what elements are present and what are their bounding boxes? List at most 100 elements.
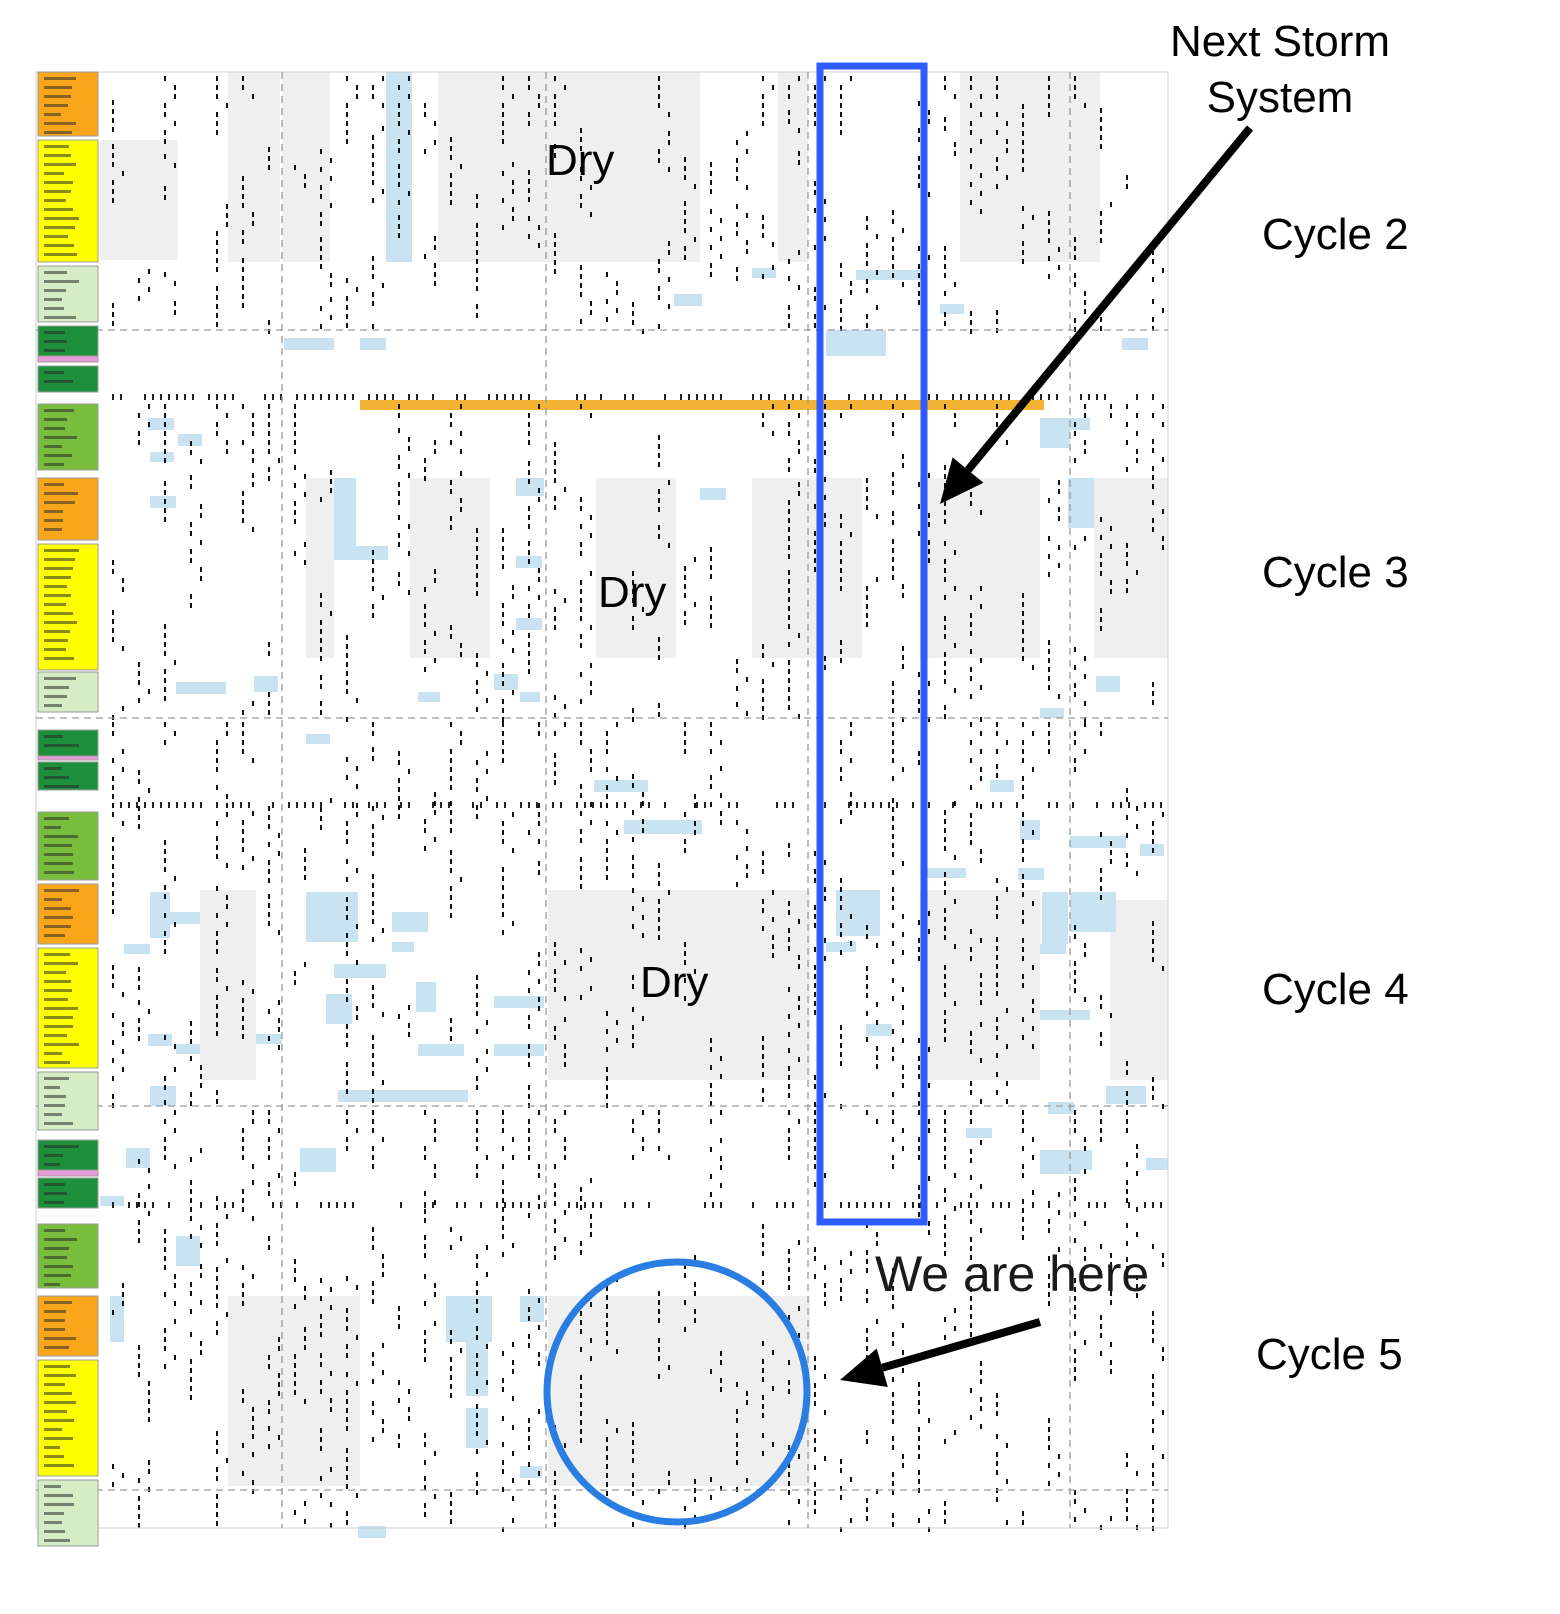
tick-mark [970,631,972,636]
tick-mark [606,857,608,862]
tick-mark [372,910,374,915]
tick-mark [502,731,504,736]
tick-mark [424,467,426,472]
tick-mark [814,1500,816,1505]
tick-mark [892,825,894,830]
tick-mark [1074,731,1076,736]
tick-mark [944,917,946,922]
tick-mark [564,487,566,492]
tick-mark [304,394,306,400]
tick-mark [450,1027,452,1032]
tick-mark [174,876,176,881]
tick-mark [502,1128,504,1133]
tick-mark [624,1202,626,1208]
tick-mark [1022,1226,1024,1231]
tick-mark [980,191,982,196]
tick-mark [434,658,436,663]
tick-mark [408,1416,410,1421]
tick-mark [1100,571,1102,576]
tick-mark [408,551,410,556]
tick-mark [952,394,954,400]
tick-mark [112,109,114,114]
tick-mark [814,94,816,99]
tick-mark [112,569,114,574]
tick-mark [1048,649,1050,654]
tick-mark [976,802,978,808]
tick-mark [1126,422,1128,427]
tick-mark [788,1315,790,1320]
tick-mark [1074,934,1076,939]
tick-mark [432,1202,434,1208]
tick-mark [970,740,972,745]
tick-mark [840,559,842,564]
tick-mark [450,785,452,790]
tick-mark [850,1477,852,1482]
tick-mark [372,1281,374,1286]
tick-mark [278,1018,280,1023]
tick-mark [1100,1128,1102,1133]
tick-mark [918,300,920,305]
tick-mark [580,966,582,971]
tick-mark [346,689,348,694]
tick-mark [788,314,790,319]
tick-mark [1048,1274,1050,1279]
tick-mark [840,308,842,313]
tick-mark [216,240,218,245]
legend-text-line [44,1043,79,1046]
tick-mark [632,1482,634,1487]
tick-mark [242,710,244,715]
tick-mark [840,1043,842,1048]
tick-mark [866,1430,868,1435]
tick-mark [1022,740,1024,745]
tick-mark [996,413,998,418]
tick-mark [970,76,972,81]
tick-mark [486,751,488,756]
tick-mark [824,1283,826,1288]
tick-mark [606,1331,608,1336]
tick-mark [944,595,946,600]
tick-mark [528,988,530,993]
tick-mark [320,167,322,172]
tick-mark [944,661,946,666]
tick-mark [112,321,114,326]
tick-mark [642,828,644,833]
tick-mark [216,422,218,427]
tick-mark [762,413,764,418]
tick-mark [164,913,166,918]
tick-mark [996,422,998,427]
tick-mark [892,1392,894,1397]
tick-mark [762,908,764,913]
tick-mark [352,802,354,808]
tick-mark [252,212,254,217]
rain-patch [418,1044,464,1056]
tick-mark [864,1202,866,1208]
tick-mark [1084,1169,1086,1174]
legend-text-line [44,1485,61,1488]
legend-text-line [44,371,64,374]
tick-mark [538,595,540,600]
tick-mark [160,394,162,400]
tick-mark [944,126,946,131]
tick-mark [304,1286,306,1291]
tick-mark [216,749,218,754]
tick-mark [788,259,790,264]
rain-patch [178,434,202,446]
tick-mark [252,811,254,816]
tick-mark [798,413,800,418]
tick-mark [320,1314,322,1319]
tick-mark [226,731,228,736]
tick-mark [658,507,660,512]
tick-mark [294,165,296,170]
tick-mark [278,851,280,856]
tick-mark [918,690,920,695]
tick-mark [720,1202,722,1208]
tick-mark [216,1267,218,1272]
tick-mark [762,926,764,931]
tick-mark [512,812,514,817]
tick-mark [502,894,504,899]
tick-mark [226,213,228,218]
tick-mark [970,1287,972,1292]
rain-patch [176,1236,200,1266]
tick-mark [684,575,686,580]
tick-mark [564,1443,566,1448]
